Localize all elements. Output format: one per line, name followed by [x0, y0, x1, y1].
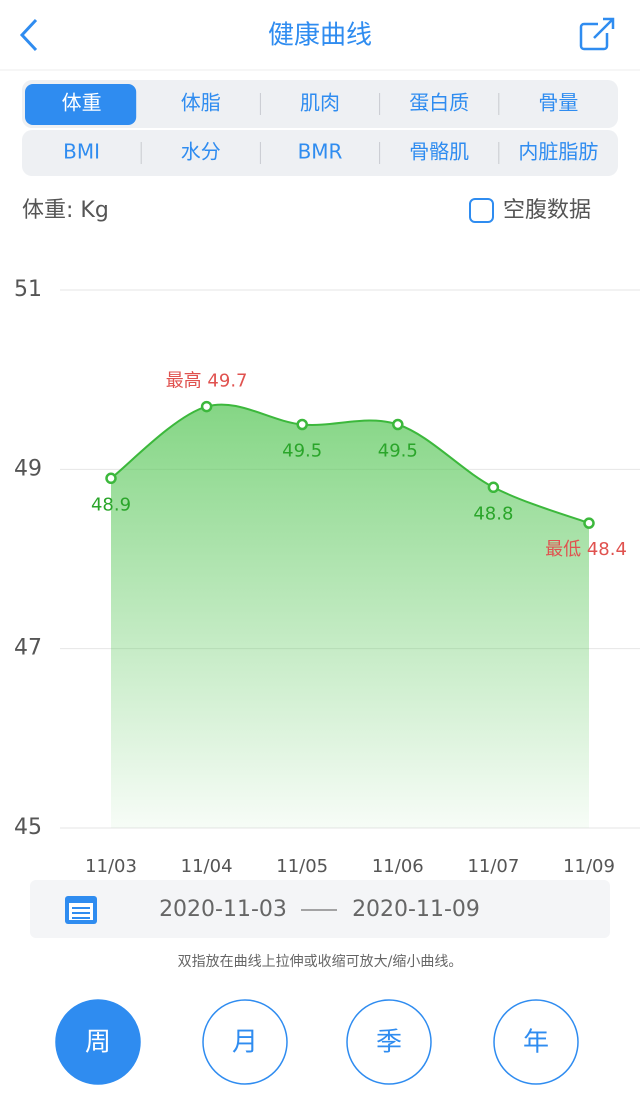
- line: [110, 403, 590, 525]
- tab[interactable]: 水分: [181, 140, 221, 164]
- value-label: 最高 49.7: [166, 371, 248, 392]
- back-button[interactable]: [19, 18, 38, 52]
- value-label: 48.8: [473, 503, 513, 524]
- data-point: [583, 517, 595, 529]
- data-point: [296, 418, 308, 431]
- value-label: 最低 48.4: [545, 539, 627, 560]
- y-tick-label: 47: [14, 636, 42, 661]
- period-label[interactable]: 季: [376, 1028, 402, 1058]
- tab-selected-bg: [25, 84, 137, 125]
- area-fill: [111, 404, 589, 828]
- tab[interactable]: 肌肉: [300, 91, 340, 115]
- period-button[interactable]: [346, 999, 432, 1085]
- unit-label: 体重: Kg: [22, 198, 109, 223]
- tab[interactable]: 体脂: [181, 91, 221, 115]
- date-start: 2020-11-03: [159, 897, 287, 922]
- period-button[interactable]: [55, 999, 141, 1085]
- checkbox-label[interactable]: 空腹数据: [503, 198, 591, 223]
- checkbox[interactable]: [469, 198, 494, 223]
- tab[interactable]: BMR: [298, 140, 343, 164]
- x-tick-label: 11/07: [467, 856, 519, 877]
- tab[interactable]: BMI: [63, 140, 100, 164]
- y-tick-label: 45: [14, 815, 42, 840]
- date-end: 2020-11-09: [352, 897, 480, 922]
- period-button[interactable]: [202, 999, 288, 1085]
- y-tick-label: 51: [14, 277, 42, 302]
- x-tick-label: 11/03: [85, 856, 137, 877]
- period-label[interactable]: 月: [232, 1028, 258, 1058]
- period-label[interactable]: 年: [523, 1028, 549, 1058]
- data-point: [105, 472, 117, 485]
- value-label: 49.5: [282, 441, 322, 462]
- tab-row: [22, 130, 618, 176]
- calendar-icon: [65, 896, 97, 924]
- period-button[interactable]: [493, 999, 579, 1085]
- share-button[interactable]: [579, 17, 615, 51]
- x-tick-label: 11/04: [181, 856, 233, 877]
- hint: 双指放在曲线上拉伸或收缩可放大/缩小曲线。: [178, 954, 463, 970]
- data-point: [200, 400, 213, 413]
- data-point: [392, 418, 404, 431]
- tab[interactable]: 内脏脂肪: [518, 140, 598, 164]
- value-label: 48.9: [91, 494, 131, 515]
- data-point: [487, 481, 500, 494]
- tab-row: [22, 80, 618, 128]
- tab[interactable]: 蛋白质: [409, 91, 469, 115]
- date-range-box[interactable]: [30, 880, 610, 938]
- header-title: 健康曲线: [268, 21, 372, 51]
- tab[interactable]: 骨骼肌: [409, 140, 469, 164]
- x-tick-label: 11/06: [372, 856, 424, 877]
- tab[interactable]: 体重: [62, 91, 102, 115]
- tab[interactable]: 骨量: [538, 91, 578, 115]
- value-label: 49.5: [378, 441, 418, 462]
- period-label[interactable]: 周: [85, 1028, 111, 1058]
- y-tick-label: 49: [14, 456, 42, 481]
- x-tick-label: 11/09: [563, 856, 615, 877]
- x-tick-label: 11/05: [276, 856, 328, 877]
